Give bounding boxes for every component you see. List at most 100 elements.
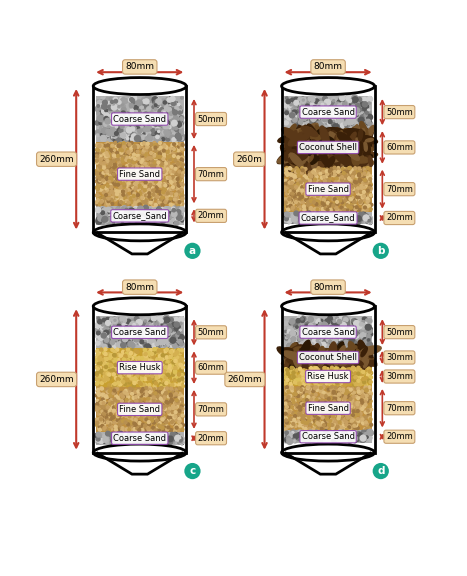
Circle shape (129, 351, 132, 355)
Circle shape (365, 115, 370, 120)
Circle shape (147, 373, 150, 376)
Circle shape (114, 426, 117, 428)
Circle shape (348, 379, 352, 382)
Circle shape (349, 120, 354, 125)
Circle shape (97, 392, 100, 395)
Circle shape (178, 179, 181, 181)
Circle shape (133, 127, 136, 131)
Circle shape (108, 344, 112, 347)
Ellipse shape (313, 141, 326, 146)
Circle shape (98, 403, 100, 406)
Circle shape (120, 356, 123, 359)
Circle shape (169, 187, 172, 190)
Circle shape (297, 406, 299, 408)
Bar (284, 96, 372, 128)
Circle shape (355, 104, 360, 108)
Circle shape (130, 377, 133, 380)
Circle shape (120, 398, 123, 401)
Circle shape (352, 373, 355, 376)
Circle shape (177, 348, 181, 352)
Circle shape (154, 178, 157, 181)
Circle shape (154, 439, 158, 443)
Circle shape (136, 430, 139, 433)
Circle shape (118, 156, 121, 159)
Ellipse shape (296, 157, 306, 165)
Circle shape (322, 190, 325, 193)
Circle shape (284, 376, 288, 378)
Circle shape (120, 317, 124, 321)
Circle shape (357, 436, 360, 439)
Circle shape (144, 358, 147, 362)
Circle shape (117, 154, 120, 157)
Circle shape (316, 121, 322, 127)
Circle shape (165, 387, 168, 390)
Circle shape (358, 331, 362, 336)
Circle shape (341, 381, 344, 384)
Circle shape (161, 425, 163, 428)
Circle shape (125, 372, 128, 374)
Text: 20mm: 20mm (386, 214, 413, 222)
Circle shape (98, 195, 100, 198)
Circle shape (344, 434, 347, 438)
Circle shape (161, 166, 163, 169)
Circle shape (96, 161, 99, 164)
Circle shape (345, 125, 348, 128)
Circle shape (105, 218, 108, 222)
Circle shape (356, 386, 359, 389)
Circle shape (110, 340, 114, 344)
Circle shape (159, 369, 162, 372)
Circle shape (329, 181, 332, 184)
Circle shape (108, 173, 111, 176)
Circle shape (173, 378, 177, 382)
Ellipse shape (283, 157, 293, 173)
Circle shape (152, 147, 155, 150)
Circle shape (289, 397, 292, 400)
Circle shape (145, 122, 149, 127)
Circle shape (94, 332, 100, 338)
Circle shape (125, 428, 128, 431)
Circle shape (285, 218, 287, 220)
Circle shape (107, 126, 109, 128)
Circle shape (330, 404, 333, 407)
Circle shape (96, 331, 100, 335)
Ellipse shape (298, 126, 309, 142)
Circle shape (158, 418, 161, 420)
Circle shape (293, 339, 297, 343)
Circle shape (141, 364, 143, 367)
Text: Coconut Shell: Coconut Shell (299, 353, 357, 362)
Circle shape (103, 378, 106, 382)
Circle shape (334, 206, 337, 209)
Circle shape (331, 420, 333, 423)
Circle shape (128, 429, 131, 431)
Circle shape (319, 192, 322, 195)
Circle shape (166, 168, 169, 170)
Circle shape (177, 121, 183, 126)
Circle shape (136, 399, 139, 402)
Circle shape (340, 370, 343, 374)
Circle shape (313, 437, 316, 438)
Circle shape (120, 202, 123, 204)
Circle shape (172, 361, 175, 364)
Circle shape (287, 386, 290, 389)
Circle shape (328, 420, 331, 423)
Circle shape (293, 323, 299, 328)
Circle shape (333, 112, 338, 117)
Circle shape (361, 372, 364, 376)
Circle shape (158, 363, 162, 367)
Circle shape (100, 370, 103, 373)
Circle shape (324, 381, 327, 385)
Circle shape (360, 187, 363, 190)
Circle shape (137, 172, 139, 175)
Circle shape (349, 111, 354, 116)
Circle shape (180, 176, 183, 179)
Circle shape (368, 395, 370, 398)
Circle shape (113, 111, 119, 116)
Circle shape (312, 404, 315, 407)
Circle shape (113, 329, 116, 332)
Circle shape (126, 422, 128, 425)
Circle shape (303, 382, 306, 385)
Circle shape (121, 193, 124, 196)
Circle shape (149, 175, 152, 177)
Ellipse shape (313, 355, 327, 361)
Circle shape (151, 371, 154, 374)
